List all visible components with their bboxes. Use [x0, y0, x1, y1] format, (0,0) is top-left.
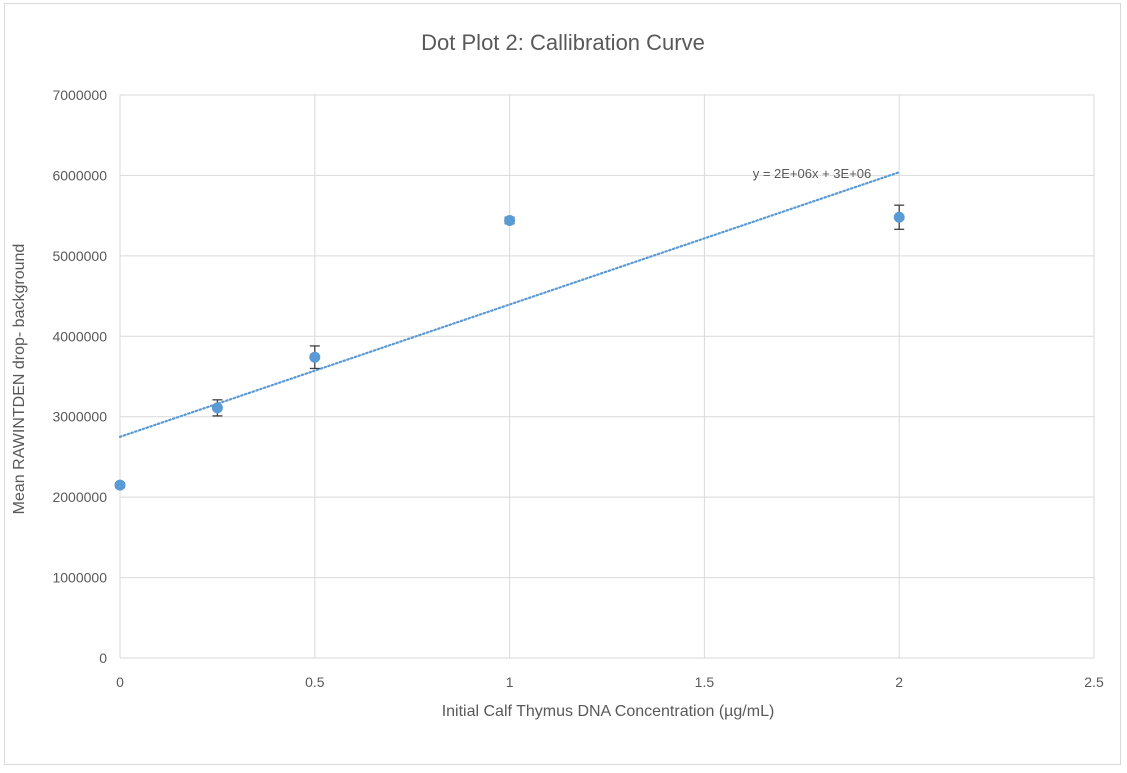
x-tick-label: 2.5 [1084, 674, 1104, 690]
data-point-2 [309, 351, 321, 363]
chart-title: Dot Plot 2: Callibration Curve [421, 30, 705, 55]
y-tick-label: 4000000 [52, 328, 107, 344]
x-axis-label: Initial Calf Thymus DNA Concentration (µ… [442, 703, 775, 720]
chart-frame: Dot Plot 2: Callibration Curve 0 0.5 1 1.5 2… [4, 3, 1121, 765]
y-tick-label: 6000000 [52, 167, 107, 183]
data-point-0 [114, 479, 126, 491]
y-tick-label: 7000000 [52, 87, 107, 103]
y-axis-label: Mean RAWINTDEN drop- background [11, 244, 28, 515]
x-tick-label: 0 [116, 674, 124, 690]
x-tick-label: 0.5 [305, 674, 325, 690]
x-tick-label: 2 [895, 674, 903, 690]
x-tick-label: 1.5 [695, 674, 715, 690]
trendline-layer [118, 171, 901, 438]
y-tick-label: 2000000 [52, 489, 107, 505]
y-tick-label: 5000000 [52, 248, 107, 264]
y-tick-label: 3000000 [52, 409, 107, 425]
y-tick-label: 1000000 [52, 570, 107, 586]
y-tick-label: 0 [99, 650, 107, 666]
data-point-4 [893, 211, 905, 223]
x-axis-ticks: 0 0.5 1 1.5 2 2.5 [116, 674, 1104, 690]
y-axis-ticks: 0 1000000 2000000 3000000 4000000 5000000 6000… [52, 87, 107, 666]
x-tick-label: 1 [506, 674, 514, 690]
data-points-layer [114, 211, 905, 491]
data-point-3 [504, 214, 516, 226]
scatter-chart: Dot Plot 2: Callibration Curve 0 0.5 1 1.5 2… [11, 30, 1104, 720]
data-point-1 [211, 402, 223, 414]
grid-layer [119, 94, 1095, 659]
trendline-equation: y = 2E+06x + 3E+06 [753, 166, 872, 181]
linear-trendline [118, 171, 901, 438]
